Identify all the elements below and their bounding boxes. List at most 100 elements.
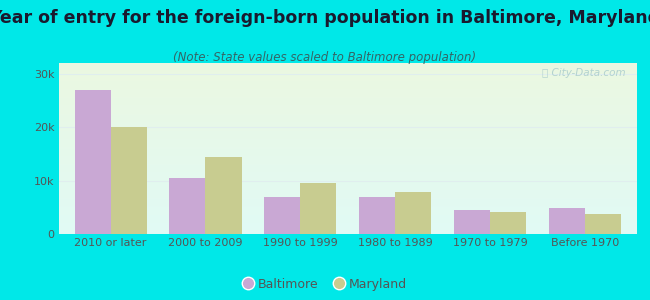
Bar [58, 78, 637, 79]
Text: Ⓣ City-Data.com: Ⓣ City-Data.com [542, 68, 625, 78]
Bar [58, 93, 637, 94]
Bar [585, 214, 621, 234]
Bar [58, 157, 637, 158]
Bar [58, 170, 637, 171]
Bar [58, 92, 637, 93]
Bar [58, 87, 637, 88]
Bar [58, 145, 637, 146]
Bar [58, 212, 637, 213]
Bar [58, 206, 637, 207]
Bar [58, 223, 637, 224]
Bar [58, 203, 637, 204]
Bar [58, 179, 637, 180]
Bar [58, 185, 637, 186]
Bar [58, 109, 637, 110]
Bar [75, 90, 110, 234]
Bar [58, 98, 637, 99]
Bar [58, 211, 637, 212]
Legend: Baltimore, Maryland: Baltimore, Maryland [243, 278, 407, 291]
Bar [58, 189, 637, 190]
Bar [454, 210, 490, 234]
Bar [58, 97, 637, 98]
Bar [58, 104, 637, 105]
Bar [58, 79, 637, 80]
Bar [58, 172, 637, 173]
Bar [58, 195, 637, 196]
Bar [58, 198, 637, 199]
Bar [58, 85, 637, 86]
Bar [58, 167, 637, 168]
Bar [58, 72, 637, 73]
Bar [58, 119, 637, 120]
Bar [58, 216, 637, 217]
Bar [58, 101, 637, 102]
Bar [58, 218, 637, 219]
Bar [58, 69, 637, 70]
Bar [58, 184, 637, 185]
Bar [205, 157, 242, 234]
Bar [58, 66, 637, 67]
Bar [58, 76, 637, 77]
Bar [58, 197, 637, 198]
Bar [300, 183, 336, 234]
Bar [58, 129, 637, 130]
Bar [58, 105, 637, 106]
Bar [58, 139, 637, 140]
Bar [58, 162, 637, 163]
Bar [58, 113, 637, 114]
Bar [58, 89, 637, 90]
Bar [58, 151, 637, 152]
Bar [58, 124, 637, 125]
Bar [58, 67, 637, 68]
Bar [58, 100, 637, 101]
Bar [58, 82, 637, 83]
Bar [58, 149, 637, 150]
Bar [58, 193, 637, 194]
Bar [58, 205, 637, 206]
Bar [58, 118, 637, 119]
Bar [58, 204, 637, 205]
Bar [58, 137, 637, 138]
Bar [58, 90, 637, 91]
Bar [58, 112, 637, 113]
Bar [58, 210, 637, 211]
Bar [58, 165, 637, 166]
Bar [58, 83, 637, 84]
Bar [58, 153, 637, 154]
Bar [58, 75, 637, 76]
Bar [58, 213, 637, 214]
Bar [58, 186, 637, 187]
Bar [58, 77, 637, 78]
Bar [58, 209, 637, 210]
Bar [58, 187, 637, 188]
Bar [58, 108, 637, 109]
Bar [58, 86, 637, 87]
Bar [58, 142, 637, 143]
Bar [58, 166, 637, 167]
Bar [58, 120, 637, 121]
Bar [58, 219, 637, 220]
Bar [58, 107, 637, 108]
Bar [58, 103, 637, 104]
Bar [58, 128, 637, 129]
Bar [111, 127, 147, 234]
Bar [58, 196, 637, 197]
Bar [58, 99, 637, 100]
Bar [58, 221, 637, 222]
Bar [58, 200, 637, 201]
Text: (Note: State values scaled to Baltimore population): (Note: State values scaled to Baltimore … [174, 51, 476, 64]
Bar [58, 228, 637, 229]
Bar [58, 161, 637, 162]
Bar [58, 150, 637, 151]
Bar [58, 202, 637, 203]
Bar [58, 207, 637, 208]
Bar [58, 146, 637, 147]
Bar [58, 226, 637, 227]
Bar [58, 232, 637, 233]
Bar [58, 74, 637, 75]
Bar [58, 143, 637, 144]
Bar [58, 154, 637, 155]
Bar [58, 201, 637, 202]
Bar [58, 65, 637, 66]
Bar [58, 173, 637, 174]
